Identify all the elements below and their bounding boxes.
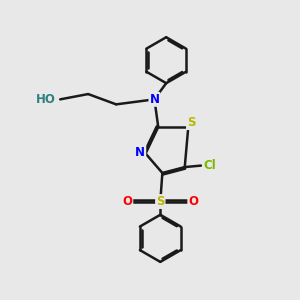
Text: HO: HO [36,93,56,106]
Text: N: N [135,146,145,159]
Text: N: N [149,93,159,106]
Text: Cl: Cl [203,159,216,172]
Text: S: S [187,116,196,129]
Text: O: O [188,195,198,208]
Text: O: O [122,195,132,208]
Text: S: S [156,195,165,208]
